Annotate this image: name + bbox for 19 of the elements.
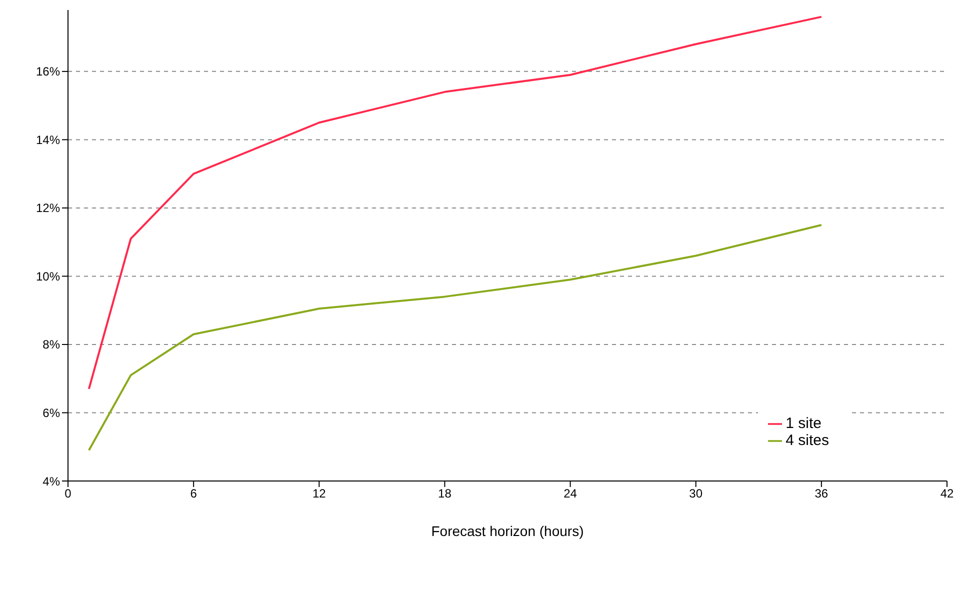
y-tick-label: 10% bbox=[36, 269, 60, 284]
x-tick-label: 18 bbox=[438, 486, 452, 501]
y-tick-label: 14% bbox=[36, 132, 60, 147]
line-series bbox=[88, 16, 822, 390]
x-axis-title: Forecast horizon (hours) bbox=[431, 523, 584, 539]
y-tick-label: 4% bbox=[42, 474, 60, 488]
y-tick-label: 6% bbox=[42, 406, 60, 420]
x-tick-label: 12 bbox=[312, 486, 326, 501]
x-tick-label: 36 bbox=[814, 486, 828, 501]
y-tick-label: 8% bbox=[42, 338, 60, 352]
legend-label: 4 sites bbox=[786, 432, 829, 449]
x-tick-label: 42 bbox=[940, 486, 954, 501]
x-tick-label: 0 bbox=[64, 486, 72, 501]
legend-label: 1 site bbox=[786, 415, 822, 432]
y-tick-label: 16% bbox=[36, 64, 60, 79]
x-tick-label: 24 bbox=[564, 486, 578, 501]
x-tick-label: 6 bbox=[190, 486, 198, 501]
y-tick-label: 12% bbox=[36, 201, 60, 216]
x-tick-label: 30 bbox=[689, 486, 703, 501]
